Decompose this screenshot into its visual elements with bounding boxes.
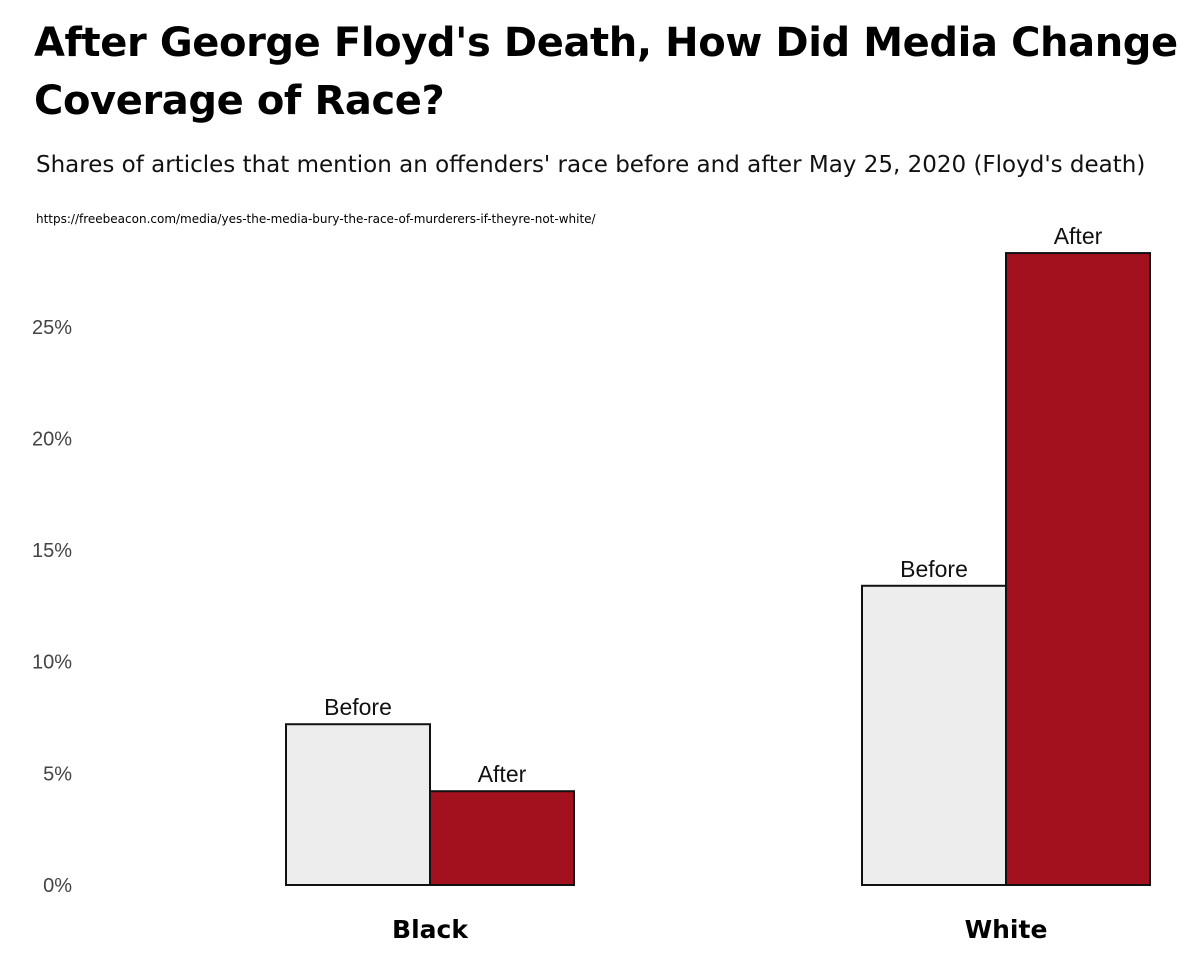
- bar-label-black-before: Before: [324, 694, 392, 720]
- bar-white-after: [1005, 252, 1151, 887]
- x-category-label: White: [965, 915, 1048, 944]
- y-tick-label: 0%: [43, 875, 72, 897]
- bar-black-before: [285, 723, 431, 886]
- bar-black-after: [429, 790, 575, 886]
- source-url: https://freebeacon.com/media/yes-the-med…: [36, 212, 596, 226]
- bar-labels: Before After Before After: [324, 223, 1103, 787]
- bar-label-black-after: After: [478, 761, 527, 787]
- x-axis: Black White: [392, 915, 1047, 944]
- y-tick-label: 20%: [32, 428, 72, 450]
- y-tick-label: 25%: [32, 317, 72, 339]
- bars: [285, 252, 1151, 887]
- chart-subtitle: Shares of articles that mention an offen…: [36, 152, 1146, 178]
- bar-white-before: [861, 584, 1007, 886]
- y-tick-label: 5%: [43, 763, 72, 785]
- bar-label-white-before: Before: [900, 556, 968, 582]
- y-tick-label: 15%: [32, 540, 72, 562]
- y-tick-label: 10%: [32, 652, 72, 674]
- y-axis: 0% 5% 10% 15% 20% 25%: [32, 317, 72, 897]
- chart-title: After George Floyd's Death, How Did Medi…: [34, 20, 1178, 124]
- x-category-label: Black: [392, 915, 469, 944]
- bar-label-white-after: After: [1054, 223, 1103, 249]
